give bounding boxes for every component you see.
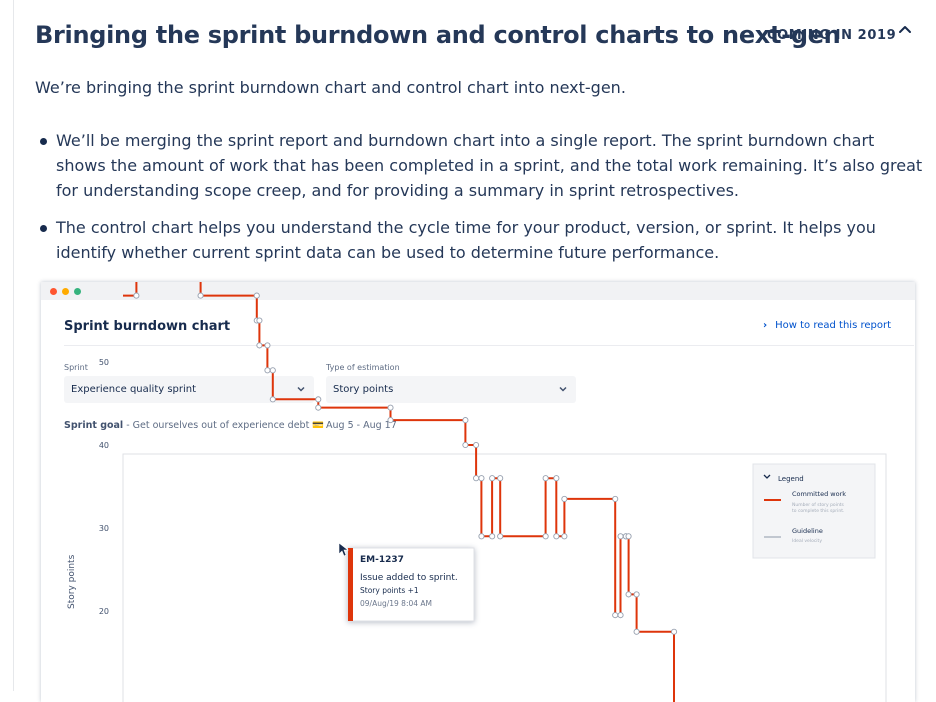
- bullet-item: The control chart helps you understand t…: [38, 215, 928, 265]
- data-point-marker[interactable]: [473, 475, 480, 482]
- data-point-marker[interactable]: [264, 367, 271, 374]
- chevron-right-icon: ›: [763, 320, 768, 331]
- data-point-marker[interactable]: [671, 628, 678, 635]
- intro-text: We’re bringing the sprint burndown chart…: [35, 78, 626, 97]
- help-link[interactable]: › How to read this report: [763, 320, 891, 331]
- data-point-marker[interactable]: [269, 367, 276, 374]
- data-point-marker[interactable]: [542, 475, 549, 482]
- data-point-marker[interactable]: [497, 533, 504, 540]
- sprint-goal: Sprint goal - Get ourselves out of exper…: [64, 420, 324, 431]
- data-point-marker[interactable]: [478, 475, 485, 482]
- tooltip: EM-1237 Issue added to sprint. Story poi…: [347, 547, 475, 622]
- data-point-marker[interactable]: [553, 533, 560, 540]
- data-point-marker[interactable]: [625, 591, 632, 598]
- data-point-marker[interactable]: [462, 441, 469, 449]
- legend-desc: Number of story points: [792, 502, 845, 508]
- data-point-marker[interactable]: [489, 533, 496, 540]
- y-tick-label: 50: [99, 358, 109, 367]
- tooltip-time: 09/Aug/19 8:04 AM: [360, 599, 432, 608]
- tooltip-issue-key[interactable]: EM-1237: [360, 555, 404, 565]
- report-screenshot-window: Sprint burndown chart › How to read this …: [41, 282, 915, 702]
- minimize-dot-icon: [62, 288, 69, 295]
- legend-desc: to complete this sprint.: [792, 508, 844, 514]
- bullet-dot-icon: [40, 225, 47, 232]
- data-point-marker[interactable]: [617, 612, 624, 619]
- data-point-marker[interactable]: [197, 292, 204, 299]
- data-point-marker[interactable]: [561, 533, 568, 540]
- y-tick-label: 60: [99, 282, 109, 284]
- section-title: Bringing the sprint burndown and control…: [35, 21, 841, 49]
- burndown-chart: Story points 20 30 40 50 60 Legend Committed…: [67, 282, 887, 702]
- data-point-marker[interactable]: [253, 292, 260, 299]
- data-point-marker[interactable]: [612, 495, 619, 502]
- chevron-down-icon[interactable]: [763, 474, 771, 479]
- data-point-marker[interactable]: [264, 342, 271, 349]
- mouse-cursor-icon: [338, 542, 349, 557]
- data-point-marker[interactable]: [617, 533, 624, 540]
- data-point-marker[interactable]: [256, 342, 263, 349]
- sprint-dates: Aug 5 - Aug 17: [326, 420, 397, 431]
- y-tick-label: 40: [99, 441, 109, 450]
- data-point-marker[interactable]: [315, 396, 322, 403]
- data-point-marker[interactable]: [462, 417, 469, 424]
- report-title: Sprint burndown chart: [64, 319, 231, 334]
- data-point-marker[interactable]: [625, 533, 632, 540]
- data-point-marker[interactable]: [315, 404, 322, 411]
- bullet-text: We’ll be merging the sprint report and b…: [56, 131, 923, 200]
- data-point-marker[interactable]: [497, 475, 504, 482]
- y-tick-label: 20: [99, 607, 109, 616]
- data-point-marker[interactable]: [553, 475, 560, 482]
- data-point-marker[interactable]: [387, 404, 394, 411]
- tooltip-accent: [348, 548, 353, 621]
- legend-item-guideline: Guideline: [792, 527, 823, 535]
- sprint-label: Sprint: [64, 363, 88, 372]
- help-link-label: How to read this report: [775, 320, 892, 331]
- data-point-marker[interactable]: [133, 292, 140, 299]
- data-point-marker[interactable]: [561, 495, 568, 502]
- bullet-text: The control chart helps you understand t…: [56, 218, 876, 262]
- data-point-marker[interactable]: [256, 317, 263, 324]
- legend-title: Legend: [778, 475, 804, 483]
- data-point-marker[interactable]: [473, 441, 480, 449]
- legend-panel: Legend Committed work Number of story po…: [752, 463, 876, 559]
- page-divider: [13, 0, 14, 691]
- y-axis-label: Story points: [67, 554, 77, 609]
- estimation-label: Type of estimation: [326, 363, 400, 372]
- legend-desc: Ideal velocity: [792, 538, 822, 544]
- bullet-item: We’ll be merging the sprint report and b…: [38, 128, 928, 203]
- bullet-list: We’ll be merging the sprint report and b…: [38, 128, 928, 277]
- data-point-marker[interactable]: [633, 591, 640, 598]
- sprint-goal-label: Sprint goal: [64, 420, 124, 431]
- maximize-dot-icon: [74, 288, 81, 295]
- data-point-marker[interactable]: [612, 612, 619, 619]
- data-point-marker[interactable]: [269, 396, 276, 403]
- chevron-down-icon: [297, 386, 305, 392]
- data-point-marker[interactable]: [489, 475, 496, 482]
- data-point-marker[interactable]: [542, 533, 549, 540]
- legend-item-committed: Committed work: [792, 490, 846, 498]
- chevron-up-icon[interactable]: [897, 22, 913, 38]
- estimation-select-value: Story points: [333, 384, 394, 395]
- sprint-goal-text: - Get ourselves out of experience debt 💳: [123, 420, 325, 431]
- divider: [64, 345, 914, 346]
- tooltip-delta: Story points +1: [360, 586, 419, 595]
- close-dot-icon: [50, 288, 57, 295]
- chevron-down-icon: [559, 386, 567, 392]
- estimation-select[interactable]: Story points: [326, 376, 576, 403]
- committed-work-line: [123, 282, 675, 702]
- bullet-dot-icon: [40, 138, 47, 145]
- data-point-marker[interactable]: [478, 533, 485, 540]
- status-badge: COMING IN 2019: [767, 28, 897, 43]
- y-tick-label: 30: [99, 524, 109, 533]
- data-point-marker[interactable]: [633, 628, 640, 635]
- tooltip-message: Issue added to sprint.: [360, 573, 458, 583]
- sprint-select-value: Experience quality sprint: [71, 384, 197, 395]
- data-point-marker[interactable]: [387, 417, 394, 424]
